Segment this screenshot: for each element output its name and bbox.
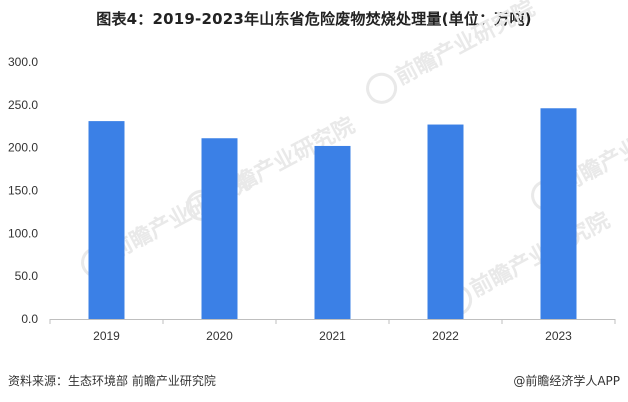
y-tick-label: 300.0: [8, 55, 38, 69]
y-tick-label: 200.0: [8, 141, 38, 155]
bar: [201, 138, 238, 319]
x-tick-label: 2023: [545, 329, 572, 343]
x-tick-label: 2020: [206, 329, 233, 343]
y-tick-label: 0.0: [21, 312, 38, 326]
watermark: 前瞻产业研究院: [441, 207, 614, 316]
chart-title: 图表4：2019-2023年山东省危险废物焚烧处理量(单位：万吨): [96, 10, 532, 28]
x-axis: 2019 2020 2021 2022 2023: [49, 319, 616, 343]
brand-credit: @前瞻经济学人APP: [513, 374, 620, 388]
watermark-text: 前瞻产业研究院: [466, 207, 614, 302]
watermark-text: 前瞻产业研究院: [391, 0, 539, 90]
bar: [314, 145, 351, 319]
bar: [427, 124, 464, 319]
x-tick-label: 2019: [93, 329, 120, 343]
bar: [88, 121, 125, 319]
y-tick-label: 50.0: [15, 269, 39, 283]
bar: [540, 108, 577, 319]
y-axis: 0.0 50.0 100.0 150.0 200.0 250.0 300.0: [8, 55, 38, 326]
y-tick-label: 150.0: [8, 184, 38, 198]
source-note: 资料来源：生态环境部 前瞻产业研究院: [8, 374, 216, 388]
y-tick-label: 250.0: [8, 98, 38, 112]
watermark-logo-icon: [366, 72, 398, 104]
x-tick-label: 2021: [319, 329, 346, 343]
bar-series: [88, 108, 577, 319]
watermark: 前瞻产业研究院: [366, 0, 539, 104]
y-tick-label: 100.0: [8, 226, 38, 240]
x-tick-label: 2022: [432, 329, 459, 343]
